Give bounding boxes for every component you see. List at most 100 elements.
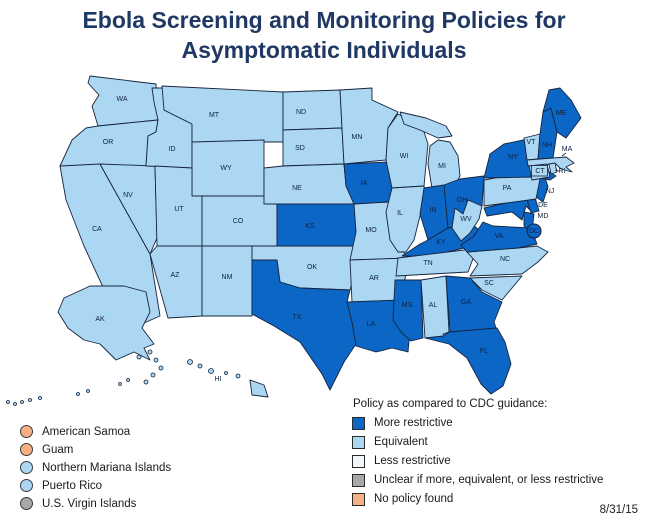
island <box>235 373 241 379</box>
state-label-IA: IA <box>361 180 368 187</box>
state-SD <box>282 127 345 167</box>
state-label-MA: MA <box>562 146 573 153</box>
policy-legend-heading: Policy as compared to CDC guidance: <box>353 398 548 410</box>
state-label-ME: ME <box>556 110 567 117</box>
territory-item: Puerto Rico <box>20 479 171 492</box>
state-label-KS: KS <box>305 223 315 230</box>
state-label-CA: CA <box>92 226 102 233</box>
state-label-TN: TN <box>423 260 432 267</box>
territory-item: Northern Mariana Islands <box>20 461 171 474</box>
state-label-SD: SD <box>295 145 305 152</box>
label-box <box>531 165 548 177</box>
date-label: 8/31/15 <box>599 504 638 516</box>
state-label-KY: KY <box>436 239 446 246</box>
legend-item: More restrictive <box>352 416 603 430</box>
state-label-FL: FL <box>480 348 488 355</box>
state-label-ID: ID <box>169 146 176 153</box>
island <box>126 378 130 382</box>
state-label-IN: IN <box>430 207 437 214</box>
territory-item: U.S. Virgin Islands <box>20 497 171 510</box>
state-VT <box>523 133 541 161</box>
state-label-HI: HI <box>215 376 222 383</box>
state-label-PA: PA <box>503 185 512 192</box>
island <box>187 359 193 365</box>
state-KS <box>276 203 359 247</box>
island <box>28 398 32 402</box>
island <box>118 382 122 386</box>
state-label-WI: WI <box>400 153 409 160</box>
state-DC <box>526 223 542 239</box>
state-label-VA: VA <box>495 233 504 240</box>
state-label-NY: NY <box>508 154 518 161</box>
state-label-SC: SC <box>484 280 494 287</box>
legend-swatch <box>352 454 365 468</box>
territory-item: American Samoa <box>20 425 171 438</box>
state-label-NC: NC <box>500 256 510 263</box>
state-label-MI: MI <box>438 163 446 170</box>
territory-dot <box>20 425 33 438</box>
territory-label: U.S. Virgin Islands <box>42 497 137 510</box>
state-label-DE: DE <box>538 202 548 209</box>
state-label-NE: NE <box>292 185 302 192</box>
state-label-WA: WA <box>116 96 127 103</box>
state-IL <box>385 185 427 253</box>
island <box>38 396 42 400</box>
territory-label: Northern Mariana Islands <box>42 461 172 474</box>
state-label-MN: MN <box>352 134 363 141</box>
label-leader-line <box>554 169 560 172</box>
island <box>150 372 156 378</box>
state-NM <box>201 245 253 317</box>
island <box>197 363 203 369</box>
island <box>20 400 24 404</box>
state-label-NV: NV <box>123 192 133 199</box>
state-SC <box>469 275 523 301</box>
island <box>153 357 159 363</box>
territory-item: Guam <box>20 443 171 456</box>
legend-swatch <box>352 473 365 487</box>
state-label-OR: OR <box>103 139 114 146</box>
legend-item: No policy found <box>352 492 603 506</box>
state-label-NJ: NJ <box>546 188 555 195</box>
state-NC <box>466 245 549 277</box>
state-FL <box>424 327 512 395</box>
legend-label: Equivalent <box>374 436 428 448</box>
legend-item: Less restrictive <box>352 454 603 468</box>
state-label-OH: OH <box>457 197 468 204</box>
state-label-GA: GA <box>461 299 471 306</box>
territory-legend: American Samoa Guam Northern Mariana Islan… <box>20 425 171 515</box>
legend-label: Unclear if more, equivalent, or less res… <box>374 474 604 486</box>
state-label-WV: WV <box>460 216 472 223</box>
state-label-ND: ND <box>296 109 306 116</box>
legend-label: Less restrictive <box>374 455 451 467</box>
state-label-VT: VT <box>527 139 537 146</box>
legend-item: Equivalent <box>352 435 603 449</box>
island <box>86 389 90 393</box>
island <box>6 400 10 404</box>
state-MI <box>399 111 461 189</box>
island <box>208 368 214 374</box>
state-TN <box>395 247 478 277</box>
state-label-DC: DC <box>529 228 539 235</box>
policy-legend: Policy as compared to CDC guidance: More… <box>352 398 603 511</box>
state-label-IL: IL <box>397 210 403 217</box>
territory-dot <box>20 443 33 456</box>
state-label-MD: MD <box>538 213 549 220</box>
legend-swatch <box>352 435 365 449</box>
territory-dot <box>20 479 33 492</box>
state-label-AL: AL <box>429 302 438 309</box>
state-label-UT: UT <box>174 206 184 213</box>
island <box>13 402 17 406</box>
state-ND <box>282 89 343 131</box>
state-AK <box>57 285 155 361</box>
state-label-AK: AK <box>95 316 105 323</box>
island <box>76 392 80 396</box>
state-ME <box>542 87 582 139</box>
state-label-WY: WY <box>220 165 232 172</box>
state-label-NM: NM <box>222 274 233 281</box>
state-label-AZ: AZ <box>171 272 181 279</box>
state-label-MT: MT <box>209 112 220 119</box>
state-label-MO: MO <box>365 227 377 234</box>
island <box>147 349 153 355</box>
